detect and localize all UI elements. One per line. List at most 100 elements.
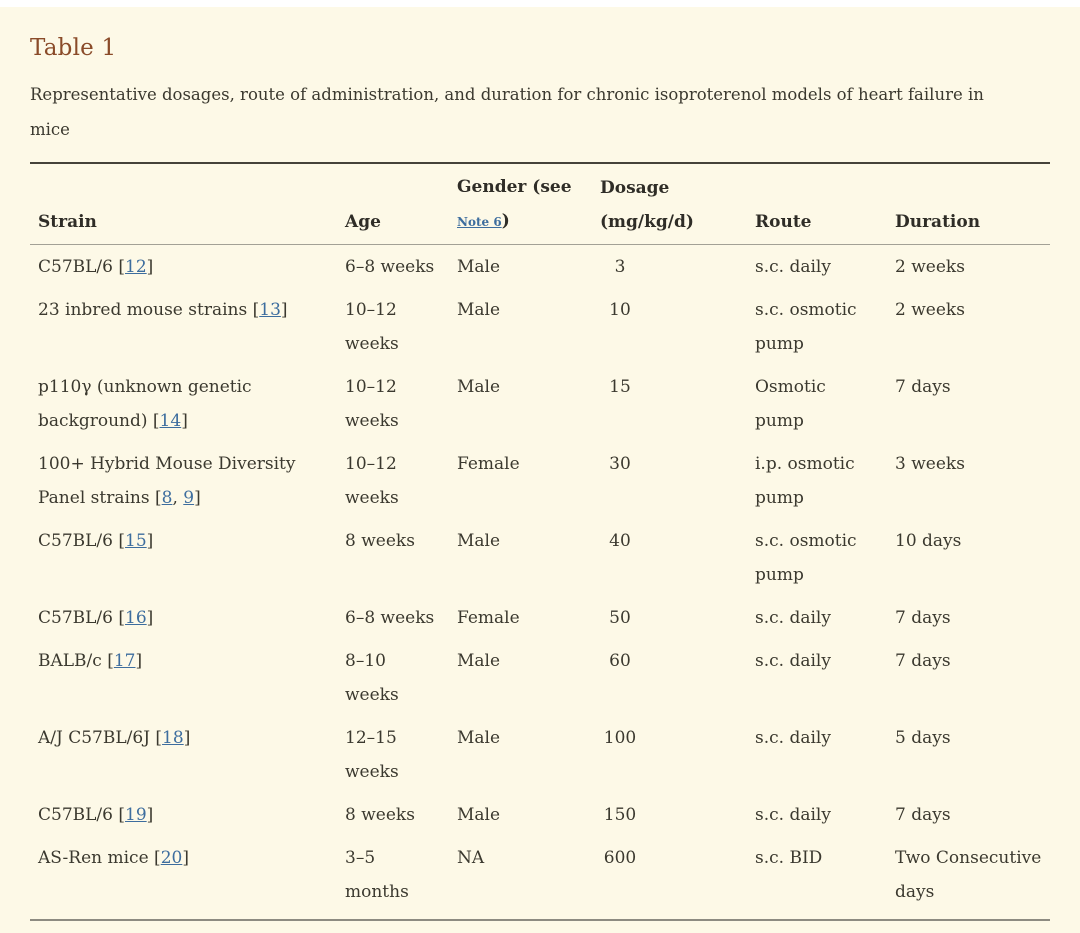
table-title: Table 1 [30,35,117,61]
table-card: Table 1 Representative dosages, route of… [0,7,1080,921]
cell-duration: 7 days [895,608,951,628]
bracket-close: ] [146,257,154,277]
dosage-value: 3 [614,257,626,277]
cell-age: 10–12 weeks [345,454,399,508]
col-header-dosage: Dosage (mg/kg/d) [592,163,747,245]
cell-strain: A/J C57BL/6J [18] [30,716,337,793]
cell-strain: p110γ (unknown genetic background) [14] [30,365,337,442]
cell-route: Osmotic pump [755,377,826,431]
cell-duration: Two Consecutive days [895,848,1042,902]
cell-age: 10–12 weeks [345,300,399,354]
bracket-close: ] [183,728,191,748]
cell-age: 10–12 weeks [345,377,399,431]
cell-gender: Male [457,805,501,825]
reference-link[interactable]: 20 [160,848,183,868]
cell-duration: 7 days [895,805,951,825]
bracket-open: [ [252,300,260,320]
dosage-value: 40 [609,531,631,551]
cell-dosage: 30 [592,442,747,519]
cell-route: s.c. daily [755,728,831,748]
cell-route: s.c. daily [755,257,831,277]
table-caption: Representative dosages, route of adminis… [30,85,984,139]
reference-link[interactable]: 8 [161,488,173,508]
cell-gender: NA [457,848,485,868]
cell-dosage: 15 [592,365,747,442]
cell-duration: 2 weeks [895,257,965,277]
table-row: AS-Ren mice [20] 3–5 months NA 600 s.c. BID T… [30,836,1050,920]
ref-separator: , [172,488,184,508]
cell-duration: 7 days [895,377,951,397]
table-header: Strain Age Gender (see Note 6) Dosage (mg… [30,163,1050,245]
cell-age: 12–15 weeks [345,728,399,782]
col-header-gender: Gender (see Note 6) [449,163,592,245]
cell-strain: 23 inbred mouse strains [13] [30,288,337,365]
reference-link[interactable]: 17 [113,651,136,671]
cell-route: s.c. daily [755,608,831,628]
col-header-strain: Strain [30,163,337,245]
cell-dosage: 600 [592,836,747,920]
col-header-route: Route [747,163,887,245]
strain-text: A/J C57BL/6J [38,728,156,748]
reference-link[interactable]: 13 [259,300,281,320]
cell-gender: Male [457,257,501,277]
cell-route: s.c. BID [755,848,823,868]
bracket-close: ] [146,531,154,551]
note-6-link[interactable]: Note 6 [457,215,502,229]
strain-text: 100+ Hybrid Mouse Diversity Panel strain… [38,454,296,508]
dosage-value: 30 [609,454,631,474]
table-row: C57BL/6 [15] 8 weeks Male 40 s.c. osmotic pu… [30,519,1050,596]
reference-link[interactable]: 18 [162,728,184,748]
cell-strain: C57BL/6 [15] [30,519,337,596]
gender-header-text: Gender (see [457,177,572,197]
cell-route: i.p. osmotic pump [755,454,855,508]
cell-gender: Male [457,651,501,671]
cell-route: s.c. daily [755,805,831,825]
table-row: C57BL/6 [19] 8 weeks Male 150 s.c. daily 7 da… [30,793,1050,836]
cell-age: 8–10 weeks [345,651,399,705]
dosage-value: 10 [609,300,631,320]
dosage-table: Strain Age Gender (see Note 6) Dosage (mg… [30,162,1050,921]
cell-duration: 2 weeks [895,300,965,320]
cell-strain: C57BL/6 [16] [30,596,337,639]
cell-dosage: 150 [592,793,747,836]
strain-text: BALB/c [38,651,108,671]
cell-duration: 5 days [895,728,951,748]
bracket-close: ] [182,848,189,868]
strain-text: C57BL/6 [38,805,119,825]
table-row: C57BL/6 [16] 6–8 weeks Female 50 s.c. daily 7… [30,596,1050,639]
reference-link[interactable]: 19 [125,805,147,825]
cell-age: 3–5 months [345,848,409,902]
cell-dosage: 100 [592,716,747,793]
strain-text: C57BL/6 [38,531,119,551]
table-row: A/J C57BL/6J [18] 12–15 weeks Male 100 s.c. … [30,716,1050,793]
cell-duration: 10 days [895,531,962,551]
cell-dosage: 10 [592,288,747,365]
cell-age: 8 weeks [345,805,415,825]
reference-link[interactable]: 12 [125,257,147,277]
bracket-open: [ [107,651,114,671]
reference-link[interactable]: 9 [183,488,195,508]
dosage-value: 50 [609,608,631,628]
cell-age: 6–8 weeks [345,608,435,628]
dosage-value: 100 [603,728,637,748]
cell-strain: 100+ Hybrid Mouse Diversity Panel strain… [30,442,337,519]
bracket-open: [ [155,488,162,508]
reference-link[interactable]: 16 [125,608,147,628]
bracket-open: [ [118,805,126,825]
bracket-close: ] [146,608,154,628]
cell-dosage: 40 [592,519,747,596]
cell-dosage: 60 [592,639,747,716]
strain-text: 23 inbred mouse strains [38,300,253,320]
cell-strain: C57BL/6 [19] [30,793,337,836]
reference-link[interactable]: 14 [159,411,182,431]
col-header-duration: Duration [887,163,1050,245]
dosage-value: 15 [609,377,631,397]
strain-text: p110γ (unknown genetic background) [38,377,252,431]
col-header-age: Age [337,163,449,245]
table-body: C57BL/6 [12] 6–8 weeks Male 3 s.c. daily 2 we… [30,245,1050,921]
reference-link[interactable]: 15 [125,531,147,551]
cell-gender: Male [457,300,501,320]
dosage-value: 60 [609,651,631,671]
page-top-edge [0,0,1080,7]
cell-gender: Male [457,531,501,551]
